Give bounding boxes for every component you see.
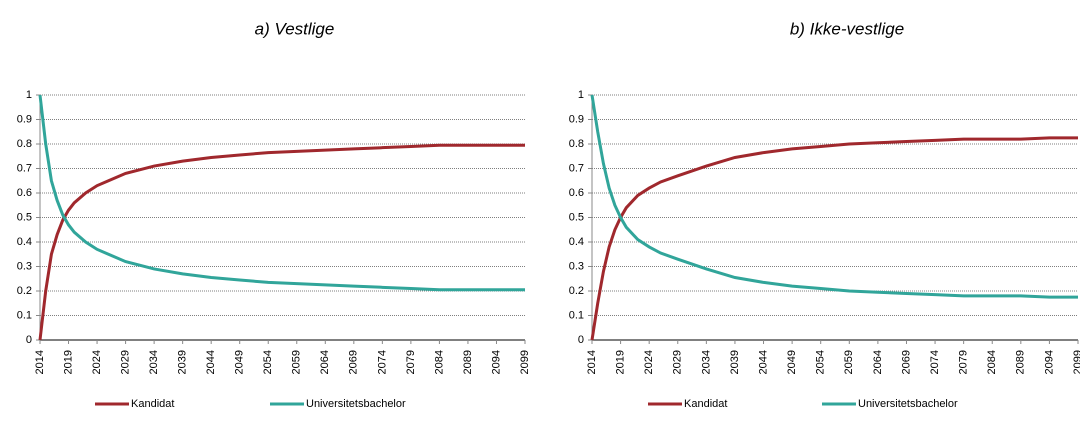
series-line — [590, 136, 1078, 341]
series-line — [38, 143, 525, 341]
x-tick-label: 2099 — [519, 350, 531, 374]
chart-title: a) Vestlige — [255, 19, 335, 38]
x-tick-label: 2074 — [929, 350, 941, 374]
x-tick-label: 2084 — [433, 350, 445, 374]
x-tick-label: 2049 — [786, 350, 798, 374]
y-tick-label: 0.5 — [17, 211, 32, 223]
series-line — [590, 94, 1078, 299]
chart-title: b) Ikke-vestlige — [790, 19, 904, 38]
x-tick-label: 2024 — [643, 350, 655, 374]
y-tick-label: 0.7 — [569, 162, 584, 174]
x-tick-label: 2069 — [348, 350, 360, 374]
x-tick-label: 2089 — [462, 350, 474, 374]
x-tick-label: 2014 — [586, 350, 598, 374]
x-tick-label: 2069 — [900, 350, 912, 374]
x-tick-label: 2094 — [1043, 350, 1055, 374]
y-tick-label: 0.8 — [17, 138, 32, 150]
x-tick-label: 2059 — [291, 350, 303, 374]
y-tick-label: 0.3 — [17, 260, 32, 272]
x-tick-label: 2039 — [177, 350, 189, 374]
y-tick-label: 1 — [26, 89, 32, 101]
x-tick-label: 2019 — [62, 350, 74, 374]
legend-label: Universitetsbachelor — [858, 398, 958, 410]
y-tick-label: 0.9 — [17, 113, 32, 125]
x-tick-label: 2064 — [872, 350, 884, 374]
x-tick-label: 2024 — [91, 350, 103, 374]
x-tick-label: 2099 — [1072, 350, 1080, 374]
x-tick-label: 2089 — [1015, 350, 1027, 374]
y-tick-label: 0.4 — [569, 236, 584, 248]
legend-label: Universitetsbachelor — [306, 398, 406, 410]
y-tick-label: 0.9 — [569, 113, 584, 125]
legend-label: Kandidat — [131, 398, 174, 410]
x-tick-label: 2059 — [843, 350, 855, 374]
x-tick-label: 2054 — [262, 350, 274, 374]
x-tick-label: 2074 — [376, 350, 388, 374]
x-tick-label: 2044 — [205, 350, 217, 374]
y-tick-label: 0.4 — [17, 236, 32, 248]
x-tick-label: 2079 — [958, 350, 970, 374]
y-tick-label: 0.7 — [17, 162, 32, 174]
y-tick-label: 0 — [578, 334, 584, 346]
x-tick-label: 2014 — [34, 350, 46, 374]
x-tick-label: 2039 — [729, 350, 741, 374]
x-tick-label: 2064 — [319, 350, 331, 374]
y-tick-label: 0.1 — [17, 309, 32, 321]
legend-label: Kandidat — [684, 398, 727, 410]
x-tick-label: 2044 — [757, 350, 769, 374]
x-tick-label: 2094 — [490, 350, 502, 374]
x-tick-label: 2079 — [405, 350, 417, 374]
y-tick-label: 0.3 — [569, 260, 584, 272]
x-tick-label: 2034 — [148, 350, 160, 374]
x-tick-label: 2054 — [815, 350, 827, 374]
x-tick-label: 2029 — [119, 350, 131, 374]
y-tick-label: 0.6 — [569, 187, 584, 199]
y-tick-label: 0.1 — [569, 309, 584, 321]
y-tick-label: 1 — [578, 89, 584, 101]
y-tick-label: 0.8 — [569, 138, 584, 150]
x-tick-label: 2019 — [614, 350, 626, 374]
y-tick-label: 0.6 — [17, 187, 32, 199]
x-tick-label: 2049 — [234, 350, 246, 374]
y-tick-label: 0.2 — [569, 285, 584, 297]
x-tick-label: 2029 — [672, 350, 684, 374]
y-tick-label: 0 — [26, 334, 32, 346]
x-tick-label: 2084 — [986, 350, 998, 374]
x-tick-label: 2034 — [700, 350, 712, 374]
y-tick-label: 0.5 — [569, 211, 584, 223]
series-line — [38, 94, 525, 292]
y-tick-label: 0.2 — [17, 285, 32, 297]
